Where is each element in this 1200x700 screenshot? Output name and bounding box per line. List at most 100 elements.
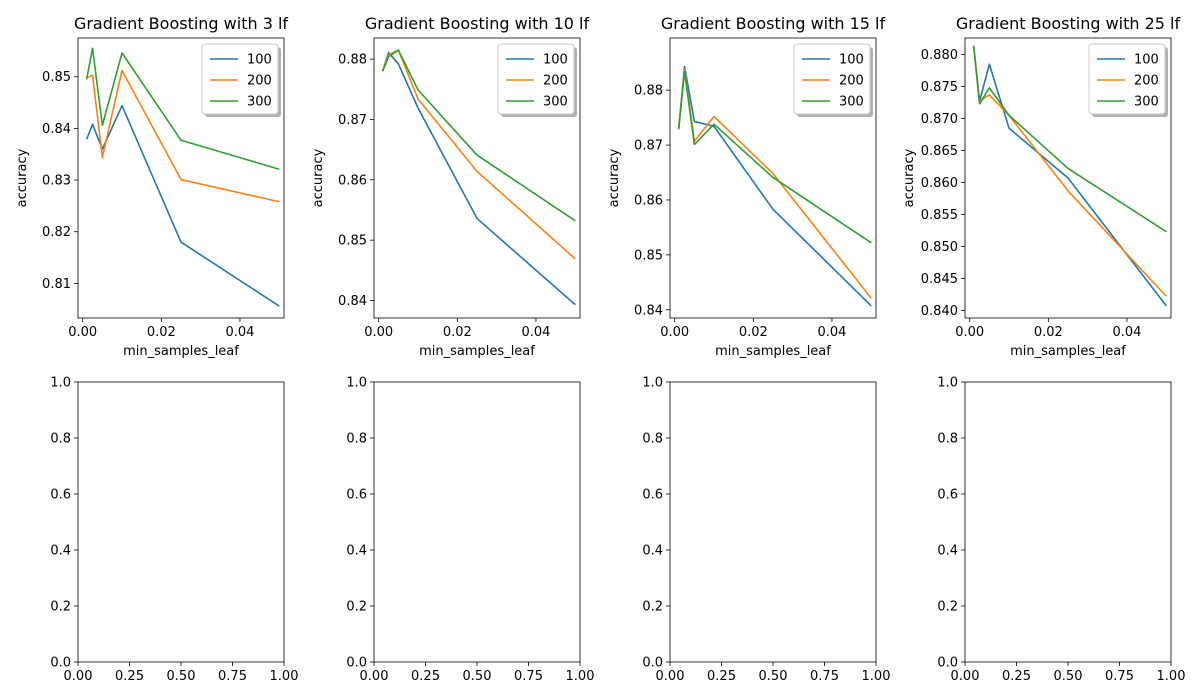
x-tick-label: 0.00 — [955, 325, 984, 340]
y-tick-label: 0.88 — [634, 84, 663, 99]
x-tick-label: 0.75 — [1105, 669, 1134, 684]
legend: 100 200 300 — [497, 43, 577, 117]
subplot-1: 0.00 0.02 0.04 0.81 0.82 0.83 0.84 0.85 Gradient… — [15, 14, 288, 359]
legend-label-300: 300 — [839, 95, 864, 110]
legend-label-200: 200 — [543, 74, 568, 89]
legend-label-200: 200 — [247, 74, 272, 89]
y-tick-label: 0.85 — [634, 248, 663, 263]
series-line-100 — [85, 104, 280, 307]
x-tick-label: 0.50 — [463, 669, 492, 684]
legend-label-300: 300 — [543, 95, 568, 110]
axes-frame — [77, 37, 285, 319]
axes-frame — [669, 37, 877, 319]
y-tick-label: 0.0 — [50, 656, 71, 671]
y-axis-label: accuracy — [902, 148, 917, 207]
series-line-200 — [86, 69, 280, 203]
subplot-7: 0.00 0.25 0.50 0.75 1.00 0.0 0.2 0.4 0.6 0.8 1.0 — [642, 376, 890, 685]
y-axis-label: accuracy — [607, 148, 622, 207]
legend: 100 200 300 — [1088, 43, 1168, 117]
y-tick-label: 0.0 — [642, 656, 663, 671]
axes-frame — [373, 37, 581, 319]
axes-frame — [77, 381, 285, 663]
y-tick-label: 0.6 — [50, 488, 71, 503]
x-tick-label: 0.00 — [660, 325, 689, 340]
y-tick-label: 0.2 — [346, 600, 367, 615]
y-tick-label: 0.875 — [921, 80, 958, 95]
x-tick-label: 0.02 — [443, 325, 472, 340]
x-tick-label: 0.04 — [1112, 325, 1141, 340]
chart-title: Gradient Boosting with 25 lf — [956, 14, 1181, 33]
y-tick-label: 0.81 — [42, 277, 71, 292]
x-tick-label: 0.00 — [360, 669, 389, 684]
x-axis-label: min_samples_leaf — [419, 344, 535, 359]
subplot-4: 0.00 0.02 0.04 0.840 0.845 0.850 0.855 0.860 0.8… — [902, 14, 1181, 359]
axes-frame — [669, 381, 877, 663]
legend-box — [1088, 43, 1166, 115]
x-tick-label: 0.50 — [1054, 669, 1083, 684]
x-tick-label: 0.25 — [1002, 669, 1031, 684]
y-tick-label: 0.845 — [921, 272, 958, 287]
legend-label-100: 100 — [839, 53, 864, 68]
y-tick-label: 0.85 — [42, 70, 71, 85]
y-tick-label: 0.4 — [346, 544, 367, 559]
x-tick-label: 1.00 — [862, 669, 891, 684]
y-tick-label: 0.6 — [346, 488, 367, 503]
legend: 100 200 300 — [201, 43, 281, 117]
y-tick-label: 0.84 — [634, 303, 663, 318]
legend-label-200: 200 — [1134, 74, 1159, 89]
x-tick-label: 0.02 — [147, 325, 176, 340]
y-tick-label: 0.6 — [642, 488, 663, 503]
subplot-3: 0.00 0.02 0.04 0.84 0.85 0.86 0.87 0.88 Gradient… — [607, 14, 886, 359]
y-tick-label: 0.8 — [50, 432, 71, 447]
y-tick-label: 0.0 — [937, 656, 958, 671]
y-tick-label: 0.82 — [42, 225, 71, 240]
y-tick-label: 0.86 — [634, 193, 663, 208]
x-axis-label: min_samples_leaf — [715, 344, 831, 359]
chart-title: Gradient Boosting with 10 lf — [365, 14, 590, 33]
y-tick-label: 0.2 — [50, 600, 71, 615]
x-tick-label: 0.04 — [521, 325, 550, 340]
y-axis-label: accuracy — [15, 148, 30, 207]
x-tick-label: 0.75 — [810, 669, 839, 684]
legend-label-300: 300 — [247, 95, 272, 110]
legend-label-100: 100 — [1134, 53, 1159, 68]
chart-title: Gradient Boosting with 3 lf — [74, 14, 288, 33]
x-tick-label: 0.00 — [656, 669, 685, 684]
x-axis-label: min_samples_leaf — [1010, 344, 1126, 359]
x-tick-label: 0.50 — [167, 669, 196, 684]
subplot-5: 0.00 0.25 0.50 0.75 1.00 0.0 0.2 0.4 0.6 0.8 1.0 — [50, 376, 298, 685]
x-tick-label: 0.00 — [951, 669, 980, 684]
x-tick-label: 0.00 — [64, 669, 93, 684]
y-tick-label: 0.860 — [921, 176, 958, 191]
y-tick-label: 0.4 — [642, 544, 663, 559]
subplot-6: 0.00 0.25 0.50 0.75 1.00 0.0 0.2 0.4 0.6 0.8 1.0 — [346, 376, 594, 685]
legend-label-100: 100 — [543, 53, 568, 68]
x-tick-label: 1.00 — [566, 669, 595, 684]
y-tick-label: 0.850 — [921, 240, 958, 255]
y-tick-label: 0.85 — [338, 234, 367, 249]
series-line-300 — [677, 70, 872, 244]
x-tick-label: 0.25 — [115, 669, 144, 684]
y-tick-label: 1.0 — [642, 376, 663, 391]
x-tick-label: 0.02 — [739, 325, 768, 340]
y-axis-label: accuracy — [311, 148, 326, 207]
chart-title: Gradient Boosting with 15 lf — [661, 14, 886, 33]
y-tick-label: 0.84 — [338, 294, 367, 309]
y-tick-label: 0.83 — [42, 174, 71, 189]
subplot-2: 0.00 0.02 0.04 0.84 0.85 0.86 0.87 0.88 Gradient… — [311, 14, 590, 359]
y-tick-label: 0.4 — [937, 544, 958, 559]
x-tick-label: 0.00 — [364, 325, 393, 340]
y-tick-label: 0.2 — [937, 600, 958, 615]
y-tick-label: 0.0 — [346, 656, 367, 671]
x-tick-label: 0.02 — [1034, 325, 1063, 340]
y-tick-label: 0.8 — [642, 432, 663, 447]
x-tick-label: 0.00 — [68, 325, 97, 340]
y-tick-label: 0.865 — [921, 144, 958, 159]
x-tick-label: 0.50 — [759, 669, 788, 684]
y-tick-label: 0.84 — [42, 122, 71, 137]
x-tick-label: 0.04 — [817, 325, 846, 340]
x-tick-label: 1.00 — [1157, 669, 1186, 684]
y-tick-label: 0.8 — [937, 432, 958, 447]
x-tick-label: 0.75 — [218, 669, 247, 684]
